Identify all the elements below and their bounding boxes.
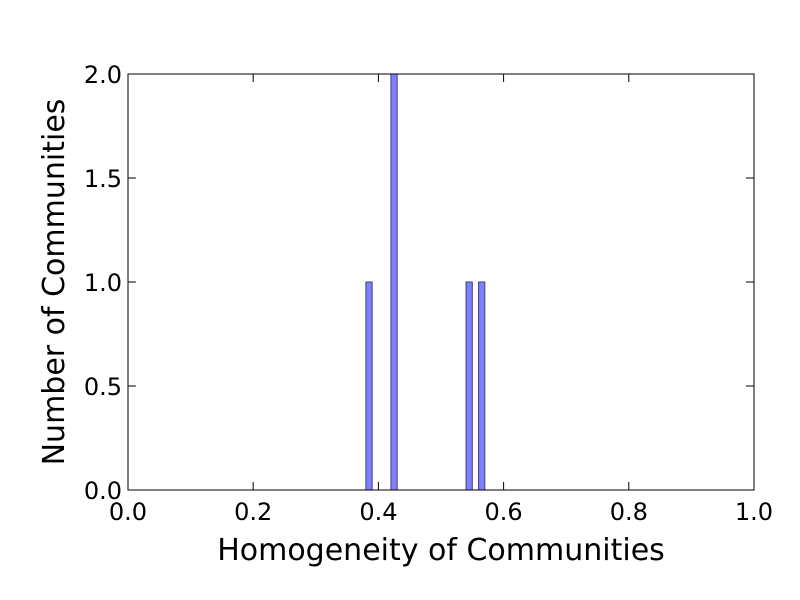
x-tick-label: 1.0: [735, 498, 773, 526]
histogram-bar: [390, 73, 398, 491]
x-tick-label: 0.4: [359, 498, 397, 526]
tick-labels: 0.0 0.2 0.4 0.6 0.8 1.0 0.0 0.5 1.0 1.5 2.0: [84, 61, 773, 526]
x-axis-label: Homogeneity of Communities: [217, 533, 665, 568]
histogram-bar: [465, 281, 473, 491]
y-tick-label: 0.5: [84, 373, 122, 401]
y-tick-label: 2.0: [84, 61, 122, 89]
histogram-bar: [365, 281, 373, 491]
x-tick-label: 0.0: [109, 498, 147, 526]
y-tick-label: 1.5: [84, 165, 122, 193]
histogram-bar: [478, 281, 486, 491]
x-tick-label: 0.2: [234, 498, 272, 526]
x-tick-label: 0.6: [485, 498, 523, 526]
y-axis-label: Number of Communities: [37, 99, 72, 466]
x-tick-label: 0.8: [610, 498, 648, 526]
y-tick-label: 0.0: [84, 477, 122, 505]
y-tick-label: 1.0: [84, 269, 122, 297]
plot-frame: [127, 73, 755, 491]
